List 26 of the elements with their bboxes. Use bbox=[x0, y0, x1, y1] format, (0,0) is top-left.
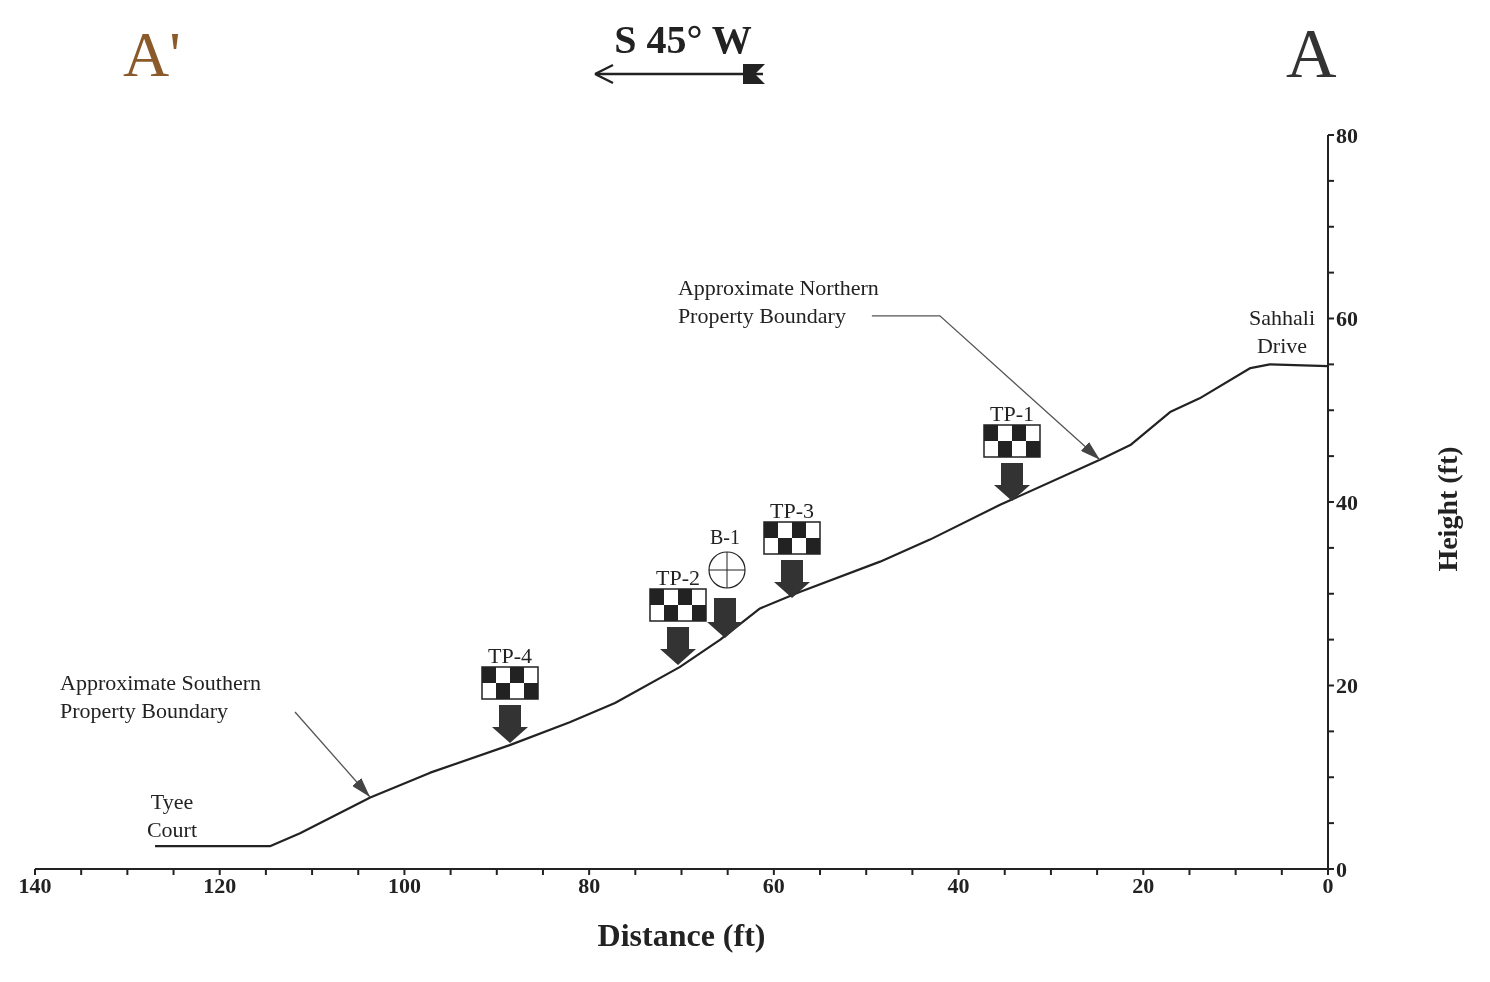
x-tick-label: 20 bbox=[1132, 872, 1155, 898]
annotation: B-1 bbox=[710, 526, 740, 548]
text: A' bbox=[123, 18, 181, 92]
annotation: TP-3 bbox=[770, 498, 814, 523]
x-tick-label: 80 bbox=[578, 872, 601, 898]
annotation: TP-4 bbox=[488, 643, 532, 668]
annotation: Sahhali Drive bbox=[1249, 305, 1315, 358]
annotation: Approximate Southern Property Boundary bbox=[60, 670, 262, 723]
y-tick-label: 20 bbox=[1336, 673, 1358, 699]
x-tick-label: 140 bbox=[18, 872, 52, 898]
x-tick-label: 40 bbox=[947, 872, 970, 898]
x-tick-label: 120 bbox=[203, 872, 237, 898]
annotation: Tyee Court bbox=[146, 789, 198, 842]
y-tick-label: 80 bbox=[1336, 122, 1358, 148]
x-tick-label: 100 bbox=[387, 872, 421, 898]
y-tick-label: 60 bbox=[1336, 306, 1358, 332]
y-tick-label: 0 bbox=[1336, 856, 1347, 882]
annotation: TP-1 bbox=[990, 401, 1034, 426]
y-tick-label: 40 bbox=[1336, 489, 1358, 515]
y-axis-title: Height (ft) bbox=[1432, 445, 1464, 574]
text: A bbox=[1286, 14, 1337, 94]
text: S 45° W bbox=[613, 16, 753, 63]
x-tick-label: 60 bbox=[762, 872, 785, 898]
annotation: TP-2 bbox=[656, 565, 700, 590]
x-axis-title: Distance (ft) bbox=[597, 917, 766, 953]
annotation: Approximate Northern Property Boundary bbox=[677, 274, 879, 328]
